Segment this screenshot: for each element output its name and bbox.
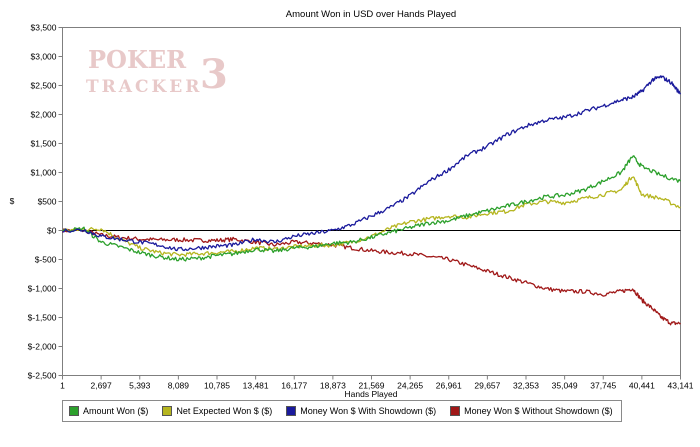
y-tick-label: $-500 bbox=[35, 255, 57, 265]
chart-legend: Amount Won ($) Net Expected Won $ ($) Mone… bbox=[62, 400, 622, 422]
series-line-1 bbox=[62, 155, 681, 262]
legend-label: Money Won $ Without Showdown ($) bbox=[464, 406, 613, 416]
y-tick-label: $2,500 bbox=[31, 81, 57, 91]
x-tick-label: 40,441 bbox=[629, 381, 655, 391]
svg-text:TRACKER: TRACKER bbox=[86, 77, 202, 97]
x-tick-label: 1 bbox=[60, 381, 65, 391]
legend-label: Amount Won ($) bbox=[83, 406, 149, 416]
y-axis-label: $ bbox=[10, 196, 15, 206]
x-tick-label: 35,049 bbox=[552, 381, 578, 391]
x-tick-label: 37,745 bbox=[590, 381, 616, 391]
series-line-3 bbox=[62, 75, 682, 252]
y-tick-label: $-1,000 bbox=[28, 284, 57, 294]
legend-label: Money Won $ With Showdown ($) bbox=[300, 406, 437, 416]
y-tick-label: $3,000 bbox=[31, 52, 57, 62]
y-tick-label: $-1,500 bbox=[28, 313, 57, 323]
x-tick-label: 43,141 bbox=[668, 381, 694, 391]
series-layer bbox=[61, 75, 682, 326]
y-tick-label: $0 bbox=[47, 226, 57, 236]
legend-item-4: Money Won $ Without Showdown ($) bbox=[450, 406, 613, 416]
y-tick-label: $2,000 bbox=[31, 110, 57, 120]
legend-item-2: Net Expected Won $ ($) bbox=[162, 406, 272, 416]
y-tick-label: $1,000 bbox=[31, 168, 57, 178]
x-tick-label: 2,697 bbox=[90, 381, 112, 391]
x-tick-label: 13,481 bbox=[243, 381, 269, 391]
x-tick-label: 8,089 bbox=[168, 381, 190, 391]
x-axis-label: Hands Played bbox=[345, 389, 398, 399]
legend-swatch bbox=[69, 406, 79, 416]
x-tick-label: 26,961 bbox=[436, 381, 462, 391]
chart-title: Amount Won in USD over Hands Played bbox=[286, 9, 456, 20]
legend-label: Net Expected Won $ ($) bbox=[176, 406, 273, 416]
x-tick-label: 21,569 bbox=[359, 381, 385, 391]
poker-tracker-watermark-logo: POKER TRACKER 3 bbox=[86, 45, 228, 98]
y-tick-label: $3,500 bbox=[31, 23, 57, 33]
y-tick-label: $-2,500 bbox=[28, 371, 57, 381]
y-axis: $3,500 $3,000 $2,500 $2,000 $1,500 $1,000 $500… bbox=[28, 23, 63, 381]
x-tick-label: 32,353 bbox=[513, 381, 539, 391]
legend-swatch bbox=[286, 406, 297, 416]
x-tick-label: 18,873 bbox=[320, 381, 346, 391]
y-tick-label: $500 bbox=[38, 197, 57, 207]
y-tick-label: $1,500 bbox=[31, 139, 57, 149]
y-tick-label: $-2,000 bbox=[28, 342, 57, 352]
legend-item-1: Amount Won ($) bbox=[69, 406, 148, 416]
x-tick-label: 10,785 bbox=[204, 381, 230, 391]
x-tick-label: 5,393 bbox=[129, 381, 151, 391]
x-tick-label: 24,265 bbox=[397, 381, 423, 391]
x-tick-label: 16,177 bbox=[281, 381, 307, 391]
x-tick-label: 29,657 bbox=[474, 381, 500, 391]
series-line-2 bbox=[62, 176, 681, 258]
legend-swatch bbox=[450, 406, 461, 416]
x-axis: 1 2,697 5,393 8,089 10,785 13,481 16,177 18,873… bbox=[60, 375, 694, 391]
series-line-4 bbox=[61, 228, 681, 326]
legend-swatch bbox=[162, 406, 173, 416]
svg-text:3: 3 bbox=[200, 51, 228, 98]
legend-item-3: Money Won $ With Showdown ($) bbox=[286, 406, 436, 416]
svg-text:POKER: POKER bbox=[88, 45, 187, 74]
